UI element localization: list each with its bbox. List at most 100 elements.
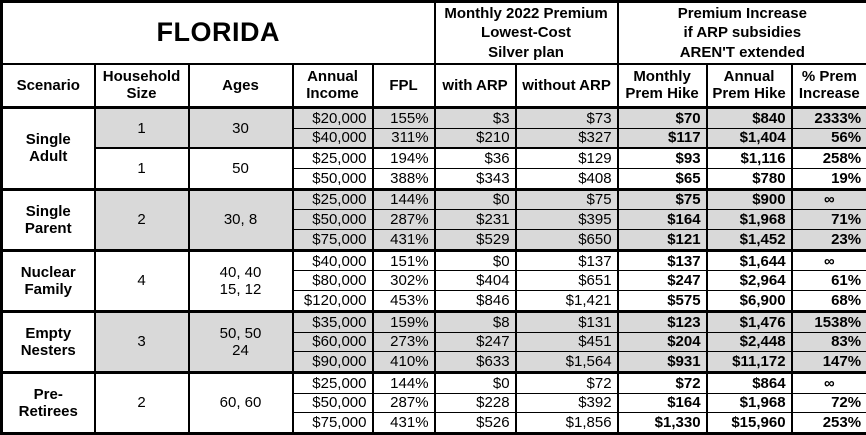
table-row: $60,000 273% $247 $451 $204 $2,448 83% — [2, 331, 866, 352]
table-row: Nuclear Family 4 40, 40 15, 12 $40,000 151% $… — [0, 248, 866, 312]
scenario-cell: Nuclear Family — [0, 248, 96, 312]
monthly-prem-hike-cell: $247 — [616, 270, 708, 291]
with-arp-cell: $210 — [433, 127, 517, 149]
with-arp-cell: $529 — [433, 229, 517, 251]
monthly-prem-hike-cell: $164 — [616, 392, 708, 413]
monthly-prem-hike-cell: $1,330 — [616, 412, 708, 434]
fpl-cell: 453% — [371, 290, 436, 312]
annual-prem-hike-cell: $1,968 — [705, 392, 793, 413]
column-header-fpl: FPL — [371, 62, 436, 109]
annual-income-cell: $25,000 — [291, 370, 374, 394]
with-arp-cell: $0 — [433, 187, 517, 210]
household-size-cell: 3 — [93, 309, 190, 373]
column-header-annual-prem-hike: Annual Prem Hike — [705, 62, 793, 109]
scenario-cell: Pre- Retirees — [0, 370, 96, 434]
without-arp-cell: $650 — [514, 229, 619, 251]
annual-income-cell: $75,000 — [291, 412, 374, 434]
monthly-prem-hike-cell: $70 — [616, 106, 708, 129]
fpl-cell: 431% — [371, 229, 436, 251]
fpl-cell: 410% — [371, 351, 436, 373]
table-row: $75,000 431% $526 $1,856 $1,330 $15,960 253% — [2, 412, 866, 434]
annual-income-cell: $40,000 — [291, 127, 374, 149]
without-arp-cell: $73 — [514, 106, 619, 129]
monthly-prem-hike-cell: $117 — [616, 127, 708, 149]
pct-prem-increase-cell: 68% — [790, 290, 866, 312]
annual-income-cell: $80,000 — [291, 270, 374, 291]
annual-prem-hike-cell: $1,476 — [705, 309, 793, 333]
with-arp-cell: $8 — [433, 309, 517, 333]
household-size-cell: 4 — [93, 248, 190, 312]
annual-prem-hike-cell: $864 — [705, 370, 793, 394]
pct-prem-increase-cell: 71% — [790, 209, 866, 230]
with-arp-cell: $0 — [433, 248, 517, 271]
scenario-cell: Single Parent — [0, 187, 96, 251]
scenario-cell: Empty Nesters — [0, 309, 96, 373]
pct-prem-increase-cell: 258% — [790, 147, 866, 169]
with-arp-cell: $3 — [433, 106, 517, 129]
with-arp-cell: $633 — [433, 351, 517, 373]
without-arp-cell: $75 — [514, 187, 619, 210]
table-row: Single Adult 1 30 $20,000 155% $3 $73 $70 $840 23… — [0, 106, 866, 190]
table-row: $50,000 287% $228 $392 $164 $1,968 72% — [2, 392, 866, 413]
annual-prem-hike-cell: $1,644 — [705, 248, 793, 271]
without-arp-cell: $451 — [514, 331, 619, 352]
with-arp-cell: $247 — [433, 331, 517, 352]
table-header: FLORIDA Monthly 2022 Premium Lowest-Cost… — [0, 0, 866, 109]
with-arp-cell: $0 — [433, 370, 517, 394]
fpl-cell: 287% — [371, 209, 436, 230]
annual-prem-hike-cell: $780 — [705, 168, 793, 190]
column-header-monthly-prem-hike: Monthly Prem Hike — [616, 62, 708, 109]
fpl-cell: 273% — [371, 331, 436, 352]
with-arp-cell: $526 — [433, 412, 517, 434]
table-row: Pre- Retirees 2 60, 60 $25,000 144% $0 $72 $72 $… — [0, 370, 866, 434]
annual-prem-hike-cell: $2,448 — [705, 331, 793, 352]
ages-cell: 30 — [187, 106, 294, 149]
column-header-row: Scenario Household Size Ages Annual Inco… — [0, 62, 866, 109]
ages-cell: 50 — [187, 147, 294, 190]
ages-cell: 40, 40 15, 12 — [187, 248, 294, 312]
annual-prem-hike-cell: $900 — [705, 187, 793, 210]
table-row: $75,000 431% $529 $650 $121 $1,452 23% — [2, 229, 866, 251]
pct-prem-increase-cell: ∞ — [790, 187, 866, 210]
annual-prem-hike-cell: $11,172 — [705, 351, 793, 373]
annual-income-cell: $20,000 — [291, 106, 374, 129]
table-row: Single Parent 2 30, 8 $25,000 144% $0 $75 $75 $9… — [0, 187, 866, 251]
pct-prem-increase-cell: 61% — [790, 270, 866, 291]
ages-cell: 60, 60 — [187, 370, 294, 434]
monthly-prem-hike-cell: $123 — [616, 309, 708, 333]
fpl-cell: 159% — [371, 309, 436, 333]
pct-prem-increase-cell: 56% — [790, 127, 866, 149]
without-arp-cell: $129 — [514, 147, 619, 169]
table-row: 1 50 $25,000 194% $36 $129 $93 $1,116 258% — [2, 147, 866, 190]
annual-prem-hike-cell: $1,968 — [705, 209, 793, 230]
monthly-prem-hike-cell: $75 — [616, 187, 708, 210]
without-arp-cell: $327 — [514, 127, 619, 149]
fpl-cell: 155% — [371, 106, 436, 129]
with-arp-cell: $343 — [433, 168, 517, 190]
without-arp-cell: $1,564 — [514, 351, 619, 373]
table-row: $80,000 302% $404 $651 $247 $2,964 61% — [2, 270, 866, 291]
table-title: FLORIDA — [0, 0, 436, 65]
column-header-scenario: Scenario — [0, 62, 96, 109]
fpl-cell: 388% — [371, 168, 436, 190]
table-row: $50,000 388% $343 $408 $65 $780 19% — [2, 168, 866, 190]
fpl-cell: 151% — [371, 248, 436, 271]
monthly-prem-hike-cell: $72 — [616, 370, 708, 394]
without-arp-cell: $131 — [514, 309, 619, 333]
annual-prem-hike-cell: $1,404 — [705, 127, 793, 149]
monthly-prem-hike-cell: $121 — [616, 229, 708, 251]
annual-prem-hike-cell: $6,900 — [705, 290, 793, 312]
fpl-cell: 287% — [371, 392, 436, 413]
pct-prem-increase-cell: 19% — [790, 168, 866, 190]
header-band-row: FLORIDA Monthly 2022 Premium Lowest-Cost… — [0, 0, 866, 65]
column-header-annual-income: Annual Income — [291, 62, 374, 109]
fpl-cell: 311% — [371, 127, 436, 149]
monthly-prem-hike-cell: $204 — [616, 331, 708, 352]
pct-prem-increase-cell: 2333% — [790, 106, 866, 129]
annual-prem-hike-cell: $1,452 — [705, 229, 793, 251]
fpl-cell: 431% — [371, 412, 436, 434]
annual-income-cell: $50,000 — [291, 168, 374, 190]
annual-prem-hike-cell: $15,960 — [705, 412, 793, 434]
premium-group-header: Monthly 2022 Premium Lowest-Cost Silver … — [433, 0, 619, 65]
pct-prem-increase-cell: 72% — [790, 392, 866, 413]
